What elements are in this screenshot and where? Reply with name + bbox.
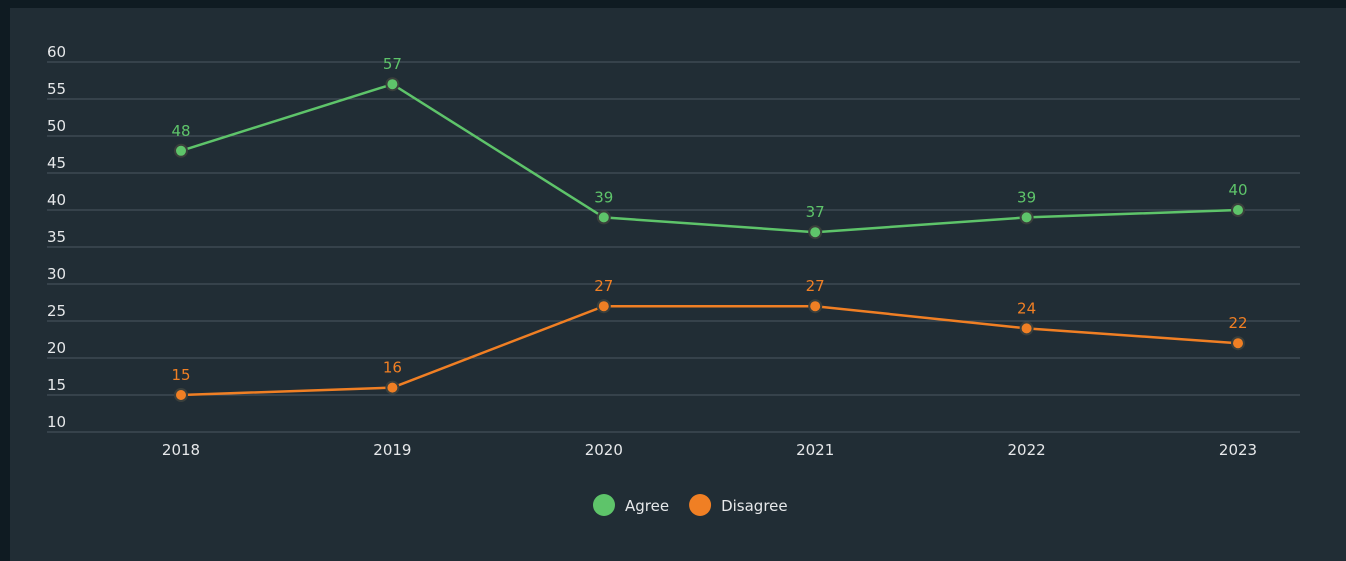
legend: Agree Disagree (593, 494, 788, 516)
data-point (174, 388, 188, 402)
data-label: 27 (594, 277, 613, 295)
legend-label: Disagree (721, 497, 788, 515)
data-point (174, 143, 188, 158)
data-point (808, 299, 823, 314)
y-tick-label: 30 (47, 265, 66, 283)
data-label: 22 (1228, 314, 1247, 332)
y-tick-label: 55 (47, 80, 66, 98)
data-point (808, 225, 823, 240)
data-label: 39 (594, 188, 613, 206)
data-point (596, 299, 611, 314)
data-label: 15 (171, 366, 190, 384)
y-tick-label: 25 (47, 302, 66, 320)
y-tick-label: 20 (47, 339, 66, 357)
y-tick-label: 50 (47, 117, 66, 135)
x-tick-label: 2021 (796, 441, 834, 459)
data-label: 57 (383, 55, 402, 73)
data-point (385, 77, 400, 92)
y-tick-label: 15 (47, 376, 66, 394)
data-label: 16 (383, 359, 402, 377)
x-tick-label: 2023 (1219, 441, 1257, 459)
data-label: 48 (171, 122, 190, 140)
y-tick-label: 45 (47, 154, 66, 172)
data-label: 37 (806, 203, 825, 221)
data-point (1231, 336, 1245, 351)
x-tick-label: 2019 (373, 441, 411, 459)
series-line (180, 304, 1239, 397)
y-tick-label: 40 (47, 191, 66, 209)
data-point (385, 380, 400, 395)
y-tick-label: 35 (47, 228, 66, 246)
data-point (1019, 321, 1034, 336)
data-point (596, 210, 611, 225)
x-tick-label: 2020 (585, 441, 623, 459)
y-tick-label: 10 (47, 413, 66, 431)
data-label: 40 (1228, 181, 1247, 199)
x-tick-label: 2022 (1008, 441, 1046, 459)
data-point (1019, 210, 1034, 225)
series-line (180, 82, 1239, 234)
y-tick-label: 60 (47, 43, 66, 61)
x-tick-label: 2018 (162, 441, 200, 459)
data-label: 27 (806, 277, 825, 295)
data-point (1231, 203, 1245, 217)
data-label: 39 (1017, 188, 1036, 206)
data-label: 24 (1017, 299, 1036, 317)
legend-marker (689, 494, 712, 516)
legend-label: Agree (625, 497, 669, 515)
legend-marker (593, 494, 615, 516)
